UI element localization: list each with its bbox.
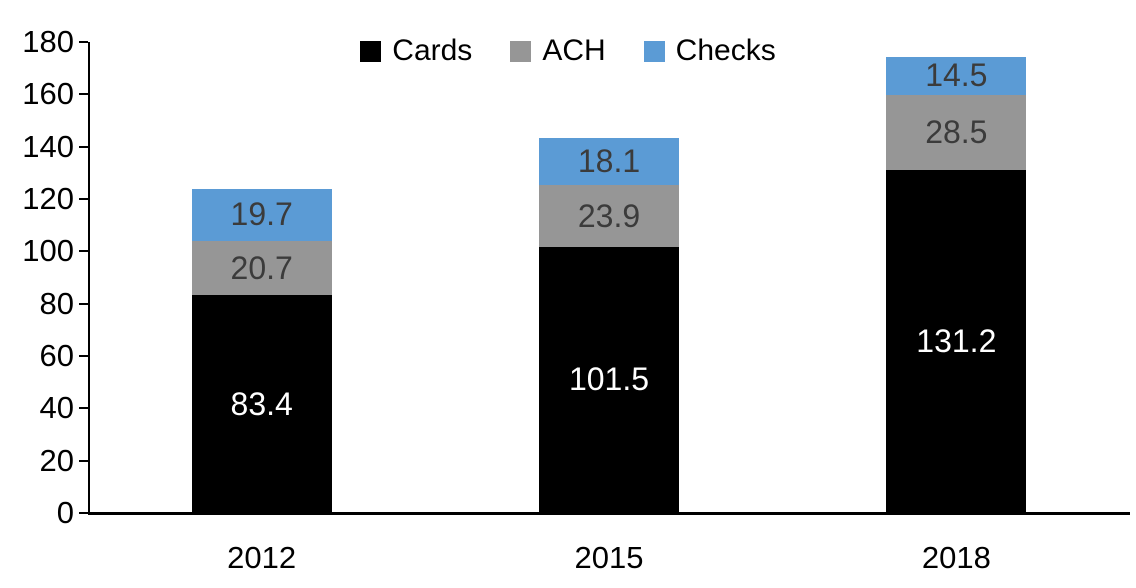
x-axis — [88, 512, 1130, 515]
y-axis-label: 60 — [39, 338, 74, 373]
y-axis-tick — [79, 93, 88, 96]
legend-item-cards: Cards — [360, 34, 472, 68]
y-axis-label: 140 — [22, 128, 74, 164]
legend-label-cards: Cards — [392, 34, 473, 67]
legend-label-checks: Checks — [675, 34, 776, 67]
bar-segment-cards-2012: 83.4 — [191, 294, 332, 513]
y-axis-label: 180 — [22, 24, 74, 59]
legend-swatch-cards-icon — [360, 40, 382, 62]
y-axis-label: 100 — [22, 233, 74, 269]
y-axis-tick — [79, 407, 88, 410]
bar-segment-checks-2012: 19.7 — [191, 189, 332, 241]
bar-segment-ach-2012: 20.7 — [191, 240, 332, 295]
data-label-checks-2018: 14.5 — [925, 57, 988, 94]
y-axis-tick — [79, 459, 88, 462]
y-axis-tick — [79, 198, 88, 200]
legend-item-ach: ACH — [510, 34, 606, 68]
y-axis-label: 120 — [22, 181, 74, 216]
y-axis-label: 80 — [39, 285, 74, 321]
y-axis — [88, 42, 90, 515]
x-axis-label-2018: 2018 — [921, 540, 991, 575]
bar-segment-cards-2015: 101.5 — [539, 247, 679, 513]
bar-segment-cards-2018: 131.2 — [886, 169, 1027, 513]
x-axis-label-2015: 2015 — [574, 540, 644, 575]
legend-swatch-ach-icon — [510, 40, 532, 62]
data-label-ach-2012: 20.7 — [230, 249, 293, 286]
bar-segment-ach-2018: 28.5 — [886, 95, 1027, 170]
legend-label-ach: ACH — [542, 34, 606, 67]
y-axis-tick — [79, 250, 88, 253]
y-axis-tick — [79, 355, 88, 357]
data-label-ach-2018: 28.5 — [925, 114, 988, 151]
bar-segment-ach-2015: 23.9 — [539, 184, 679, 248]
y-axis-label: 20 — [39, 442, 74, 478]
data-label-cards-2018: 131.2 — [916, 322, 997, 359]
legend-item-checks: Checks — [643, 34, 776, 68]
y-axis-label: 40 — [39, 390, 74, 426]
y-axis-label: 0 — [56, 495, 74, 530]
data-label-cards-2012: 83.4 — [230, 385, 293, 422]
data-label-ach-2015: 23.9 — [577, 197, 641, 234]
legend-swatch-checks-icon — [643, 40, 665, 62]
bar-segment-checks-2018: 14.5 — [886, 57, 1027, 96]
y-axis-tick — [79, 302, 88, 305]
chart-legend: Cards ACH Checks — [0, 34, 1136, 68]
y-axis-tick — [79, 145, 88, 148]
y-axis-label: 160 — [22, 76, 74, 112]
data-label-checks-2015: 18.1 — [577, 142, 641, 179]
bar-segment-checks-2015: 18.1 — [539, 137, 679, 185]
y-axis-tick — [79, 512, 88, 514]
data-label-cards-2015: 101.5 — [568, 361, 650, 398]
x-axis-label-2012: 2012 — [227, 540, 297, 575]
data-label-checks-2012: 19.7 — [230, 196, 293, 233]
y-axis-tick — [79, 41, 88, 43]
